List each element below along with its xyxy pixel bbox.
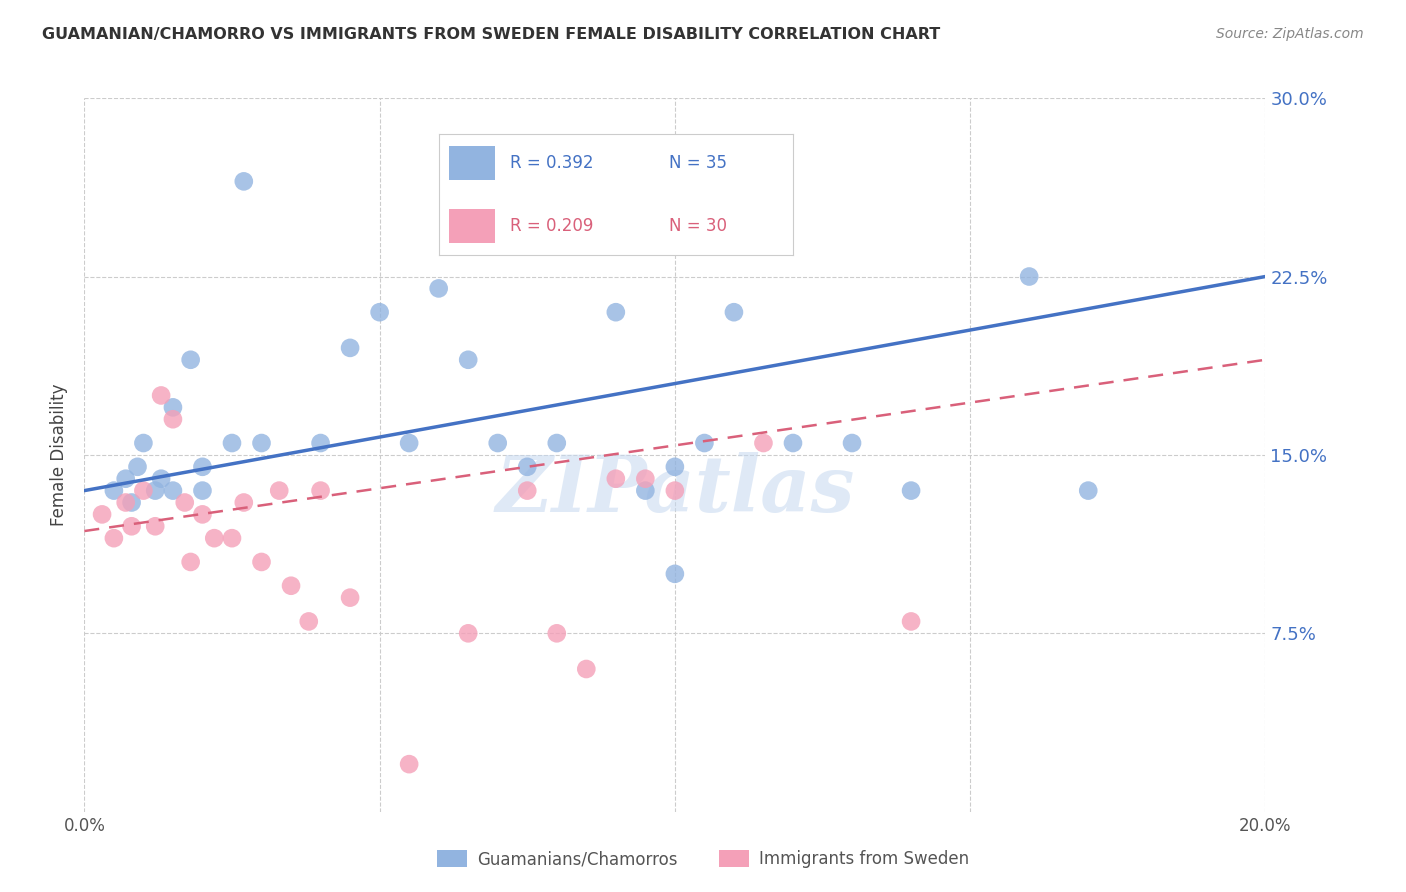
Point	[221, 436, 243, 450]
Point	[191, 459, 214, 474]
Point	[398, 757, 420, 772]
Point	[427, 281, 450, 295]
Point	[132, 483, 155, 498]
Point	[339, 591, 361, 605]
Point	[516, 459, 538, 474]
Point	[693, 436, 716, 450]
Point	[191, 483, 214, 498]
Point	[162, 401, 184, 415]
Point	[486, 436, 509, 450]
Y-axis label: Female Disability: Female Disability	[51, 384, 69, 526]
Point	[180, 555, 202, 569]
Point	[280, 579, 302, 593]
Point	[232, 495, 254, 509]
Point	[298, 615, 321, 629]
Point	[180, 352, 202, 367]
Point	[143, 519, 166, 533]
Point	[368, 305, 391, 319]
Point	[664, 459, 686, 474]
Point	[841, 436, 863, 450]
Text: Source: ZipAtlas.com: Source: ZipAtlas.com	[1216, 27, 1364, 41]
Point	[782, 436, 804, 450]
Point	[546, 436, 568, 450]
Point	[634, 483, 657, 498]
Point	[143, 483, 166, 498]
Point	[250, 555, 273, 569]
Point	[339, 341, 361, 355]
Point	[91, 508, 114, 522]
Point	[1077, 483, 1099, 498]
Point	[516, 483, 538, 498]
Point	[121, 519, 143, 533]
Point	[202, 531, 225, 545]
Point	[269, 483, 291, 498]
Point	[309, 436, 332, 450]
Point	[723, 305, 745, 319]
Point	[575, 662, 598, 676]
Point	[103, 483, 125, 498]
Point	[150, 388, 173, 402]
Point	[900, 615, 922, 629]
Point	[132, 436, 155, 450]
Point	[191, 508, 214, 522]
Point	[250, 436, 273, 450]
Point	[232, 174, 254, 188]
Point	[605, 472, 627, 486]
Point	[546, 626, 568, 640]
Point	[114, 472, 136, 486]
Point	[162, 412, 184, 426]
Point	[127, 459, 149, 474]
Point	[114, 495, 136, 509]
Point	[103, 531, 125, 545]
Point	[173, 495, 195, 509]
Point	[900, 483, 922, 498]
Point	[664, 566, 686, 581]
Point	[162, 483, 184, 498]
Point	[752, 436, 775, 450]
Point	[457, 626, 479, 640]
Point	[1018, 269, 1040, 284]
Text: ZIPatlas: ZIPatlas	[495, 452, 855, 529]
Point	[221, 531, 243, 545]
Point	[150, 472, 173, 486]
Legend: Guamanians/Chamorros, Immigrants from Sweden: Guamanians/Chamorros, Immigrants from Sw…	[430, 843, 976, 875]
Point	[605, 305, 627, 319]
Point	[634, 472, 657, 486]
Point	[309, 483, 332, 498]
Text: GUAMANIAN/CHAMORRO VS IMMIGRANTS FROM SWEDEN FEMALE DISABILITY CORRELATION CHART: GUAMANIAN/CHAMORRO VS IMMIGRANTS FROM SW…	[42, 27, 941, 42]
Point	[121, 495, 143, 509]
Point	[664, 483, 686, 498]
Point	[398, 436, 420, 450]
Point	[457, 352, 479, 367]
